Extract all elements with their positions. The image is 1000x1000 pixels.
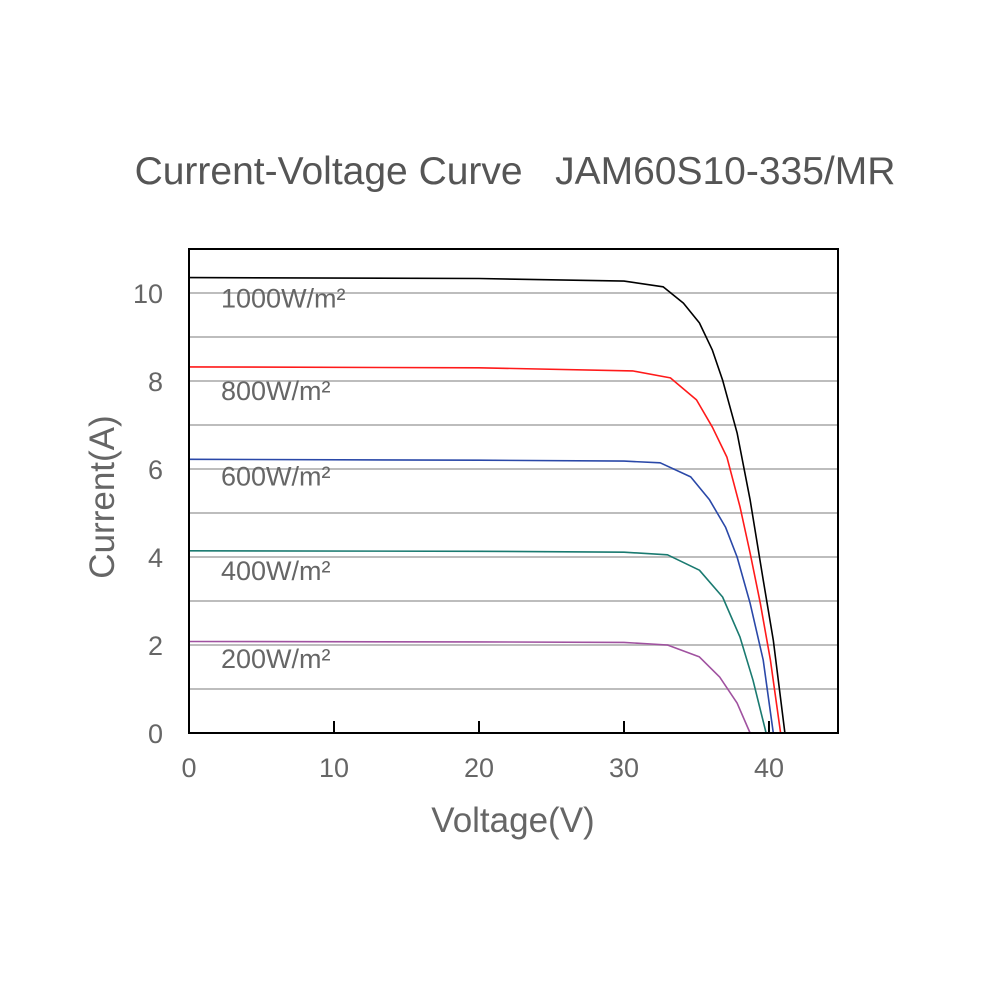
x-tick-label: 20: [464, 753, 494, 783]
series-line-0: [188, 276, 786, 734]
series-label: 400W/m²: [221, 556, 331, 586]
y-tick-label: 0: [148, 719, 163, 749]
x-tick-label: 0: [181, 753, 196, 783]
series-line-2: [188, 458, 775, 734]
series-label: 600W/m²: [221, 462, 331, 492]
x-tick-label: 10: [319, 753, 349, 783]
chart-title: Current-Voltage Curve JAM60S10-335/MR: [134, 150, 896, 193]
y-tick-label: 4: [148, 543, 163, 573]
y-tick-label: 2: [148, 631, 163, 661]
series-line-4: [188, 640, 751, 734]
series-line-3: [188, 549, 767, 734]
plot-frame: [188, 248, 839, 734]
y-tick-label: 8: [148, 367, 163, 397]
series-label: 1000W/m²: [221, 283, 346, 313]
x-tick-label: 30: [609, 753, 639, 783]
x-tick-label: 40: [754, 753, 784, 783]
y-tick-label: 6: [148, 455, 163, 485]
series-label: 200W/m²: [221, 644, 331, 674]
y-tick-label: 10: [133, 279, 163, 309]
x-axis-label: Voltage(V): [431, 801, 594, 840]
series-line-1: [188, 366, 782, 734]
y-axis-label: Current(A): [83, 415, 122, 578]
series-label: 800W/m²: [221, 376, 331, 406]
